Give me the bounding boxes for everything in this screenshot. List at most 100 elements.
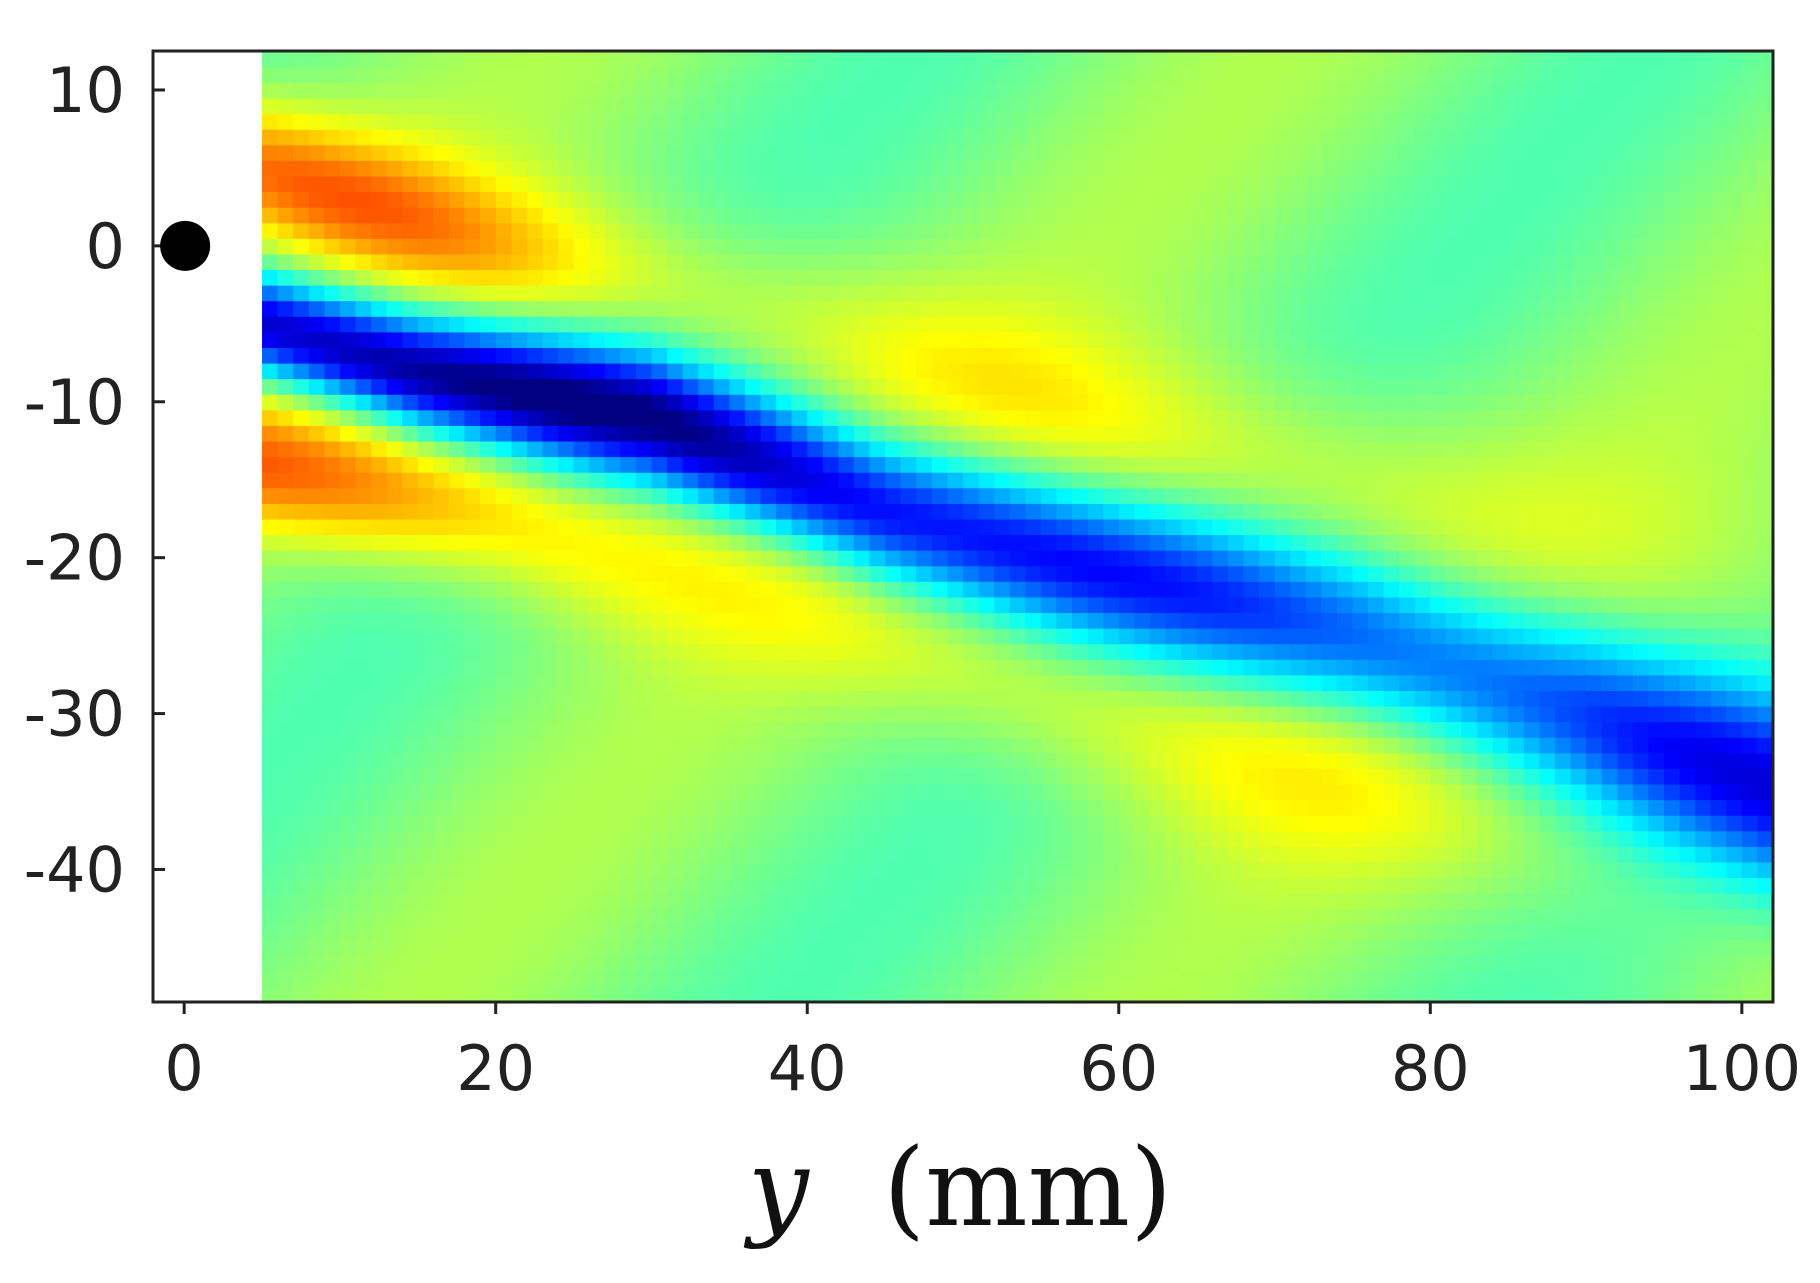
heatmap-cell <box>1212 674 1229 691</box>
heatmap-cell <box>1445 503 1463 520</box>
heatmap-cell <box>1118 581 1136 598</box>
heatmap-cell <box>1258 783 1276 801</box>
heatmap-cell <box>1523 487 1541 504</box>
heatmap-cell <box>713 82 731 99</box>
heatmap-cell <box>589 924 606 941</box>
heatmap-cell <box>1492 892 1509 910</box>
heatmap-cell <box>542 970 559 988</box>
heatmap-cell <box>1103 393 1120 411</box>
heatmap-cell <box>386 846 404 863</box>
heatmap-cell <box>963 269 980 286</box>
heatmap-cell <box>1103 253 1120 271</box>
heatmap-cell <box>635 471 653 489</box>
heatmap-cell <box>853 690 871 707</box>
heatmap-cell <box>402 175 419 193</box>
heatmap-cell <box>931 736 949 754</box>
heatmap-cell <box>978 487 995 504</box>
heatmap-cell <box>1399 409 1416 426</box>
heatmap-cell <box>355 128 372 146</box>
heatmap-cell <box>558 627 575 645</box>
heatmap-cell <box>853 113 871 130</box>
heatmap-cell <box>1336 222 1354 239</box>
heatmap-cell <box>1461 471 1478 489</box>
heatmap-cell <box>869 113 886 130</box>
heatmap-cell <box>1290 814 1307 832</box>
heatmap-cell <box>1165 939 1182 957</box>
heatmap-cell <box>1056 51 1073 68</box>
heatmap-cell <box>713 331 731 349</box>
heatmap-cell <box>558 783 575 801</box>
heatmap-cell <box>1196 970 1214 988</box>
heatmap-cell <box>682 331 699 349</box>
heatmap-cell <box>1243 799 1260 816</box>
heatmap-cell <box>1523 939 1541 957</box>
heatmap-cell <box>1134 799 1151 816</box>
heatmap-cell <box>1149 362 1167 380</box>
heatmap-cell <box>791 284 809 302</box>
heatmap-cell <box>464 191 481 208</box>
heatmap-cell <box>526 347 544 364</box>
heatmap-cell <box>573 986 590 1002</box>
heatmap-cell <box>963 113 980 130</box>
heatmap-cell <box>916 253 933 271</box>
heatmap-cell <box>1134 970 1151 988</box>
heatmap-cell <box>1321 924 1338 941</box>
heatmap-cell <box>558 970 575 988</box>
heatmap-cell <box>916 674 933 691</box>
heatmap-cell <box>293 66 310 83</box>
heatmap-cell <box>1227 783 1245 801</box>
heatmap-cell <box>713 565 731 582</box>
heatmap-cell <box>324 986 341 1002</box>
heatmap-cell <box>1072 347 1089 364</box>
heatmap-cell <box>277 830 294 847</box>
heatmap-cell <box>651 425 668 442</box>
heatmap-cell <box>262 284 279 302</box>
heatmap-cell <box>1492 768 1509 785</box>
heatmap-cell <box>1212 456 1229 473</box>
heatmap-cell <box>1352 814 1369 832</box>
heatmap-cell <box>807 456 824 473</box>
heatmap-cell <box>277 284 294 302</box>
heatmap-cell <box>417 51 435 68</box>
heatmap-cell <box>651 51 668 68</box>
heatmap-cell <box>1274 690 1291 707</box>
heatmap-cell <box>1321 596 1338 614</box>
heatmap-cell <box>931 549 949 567</box>
heatmap-cell <box>963 565 980 582</box>
heatmap-cell <box>963 316 980 333</box>
heatmap-cell <box>1383 269 1400 286</box>
heatmap-cell <box>1025 284 1042 302</box>
heatmap-cell <box>324 581 341 598</box>
heatmap-cell <box>1149 440 1167 458</box>
heatmap-cell <box>807 643 824 660</box>
heatmap-cell <box>371 861 388 879</box>
heatmap-cell <box>760 425 777 442</box>
heatmap-cell <box>1445 284 1463 302</box>
heatmap-cell <box>1368 471 1385 489</box>
heatmap-cell <box>1461 643 1478 660</box>
heatmap-cell <box>1227 82 1245 99</box>
heatmap-cell <box>853 409 871 426</box>
heatmap-cell <box>963 690 980 707</box>
heatmap-cell <box>1196 82 1214 99</box>
heatmap-cell <box>978 456 995 473</box>
heatmap-cell <box>386 518 404 536</box>
heatmap-cell <box>1196 596 1214 614</box>
heatmap-cell <box>729 799 746 816</box>
heatmap-cell <box>994 175 1011 193</box>
heatmap-cell <box>371 721 388 738</box>
heatmap-cell <box>916 549 933 567</box>
heatmap-cell <box>1321 425 1338 442</box>
heatmap-cell <box>1040 487 1058 504</box>
heatmap-cell <box>1196 955 1214 972</box>
heatmap-cell <box>620 66 637 83</box>
heatmap-cell <box>869 425 886 442</box>
heatmap-cell <box>589 378 606 395</box>
heatmap-cell <box>1430 456 1447 473</box>
heatmap-cell <box>1212 939 1229 957</box>
heatmap-cell <box>1461 51 1478 68</box>
heatmap-cell <box>822 175 840 193</box>
heatmap-cell <box>526 378 544 395</box>
heatmap-cell <box>1243 269 1260 286</box>
heatmap-cell <box>1134 378 1151 395</box>
